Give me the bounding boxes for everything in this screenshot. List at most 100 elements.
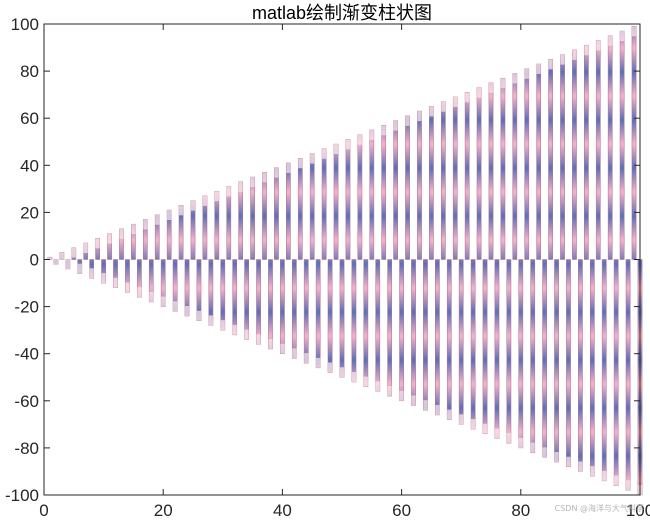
x-tick-label: 40 [273, 501, 292, 520]
bar-positive [274, 167, 279, 260]
bar-tip [167, 210, 172, 221]
bar-tip [494, 428, 500, 439]
bar-tip [304, 353, 309, 364]
bar-positive [464, 92, 470, 260]
bar-negative [268, 259, 273, 350]
y-tick-label: -100 [5, 486, 39, 505]
bar-positive [333, 143, 339, 260]
bar-tip [429, 106, 434, 117]
bar-tip [107, 233, 112, 244]
bar-negative [351, 259, 357, 383]
y-tick-label: 20 [20, 203, 39, 222]
bar-tip [322, 148, 327, 159]
bar-tip [620, 31, 625, 42]
bar-tip [566, 456, 571, 467]
bar-positive [286, 162, 291, 260]
bar-positive [250, 176, 255, 260]
bar-tip [536, 64, 541, 75]
bar-tip [298, 158, 303, 169]
bar-tip [250, 177, 255, 188]
bar-positive [405, 115, 410, 260]
bar-negative [542, 259, 547, 458]
bar-positive [619, 30, 625, 260]
bar-tip [596, 40, 601, 51]
bar-tip [423, 400, 428, 411]
y-tick-label: 0 [30, 251, 39, 270]
watermark-text: CSDN @海洋与大气科学 [554, 504, 644, 513]
bar-negative [482, 259, 488, 435]
bar-tip [310, 153, 315, 164]
bar-tip [131, 224, 136, 235]
bar-positive [524, 68, 530, 260]
bar-tip [262, 172, 267, 183]
bar-tip [411, 395, 416, 406]
bar-positive [536, 63, 542, 260]
bar-positive [214, 190, 220, 260]
bar-tip [542, 447, 547, 458]
bar-tip [178, 205, 184, 216]
bar-negative [399, 259, 404, 402]
bar-tip [548, 59, 553, 70]
bar-negative [435, 259, 440, 416]
bar-positive [357, 134, 363, 260]
y-tick-label: 40 [20, 156, 39, 175]
bar-tip [625, 480, 631, 491]
bar-tip [471, 419, 476, 430]
bar-positive [345, 139, 351, 260]
bar-tip [614, 475, 619, 486]
bar-positive [440, 101, 446, 260]
bar-tip [560, 54, 565, 65]
bar-tip [53, 259, 59, 265]
bar-tip [506, 433, 511, 444]
bar-tip [369, 129, 374, 140]
bar-tip [590, 466, 595, 477]
bar-negative [470, 259, 476, 430]
x-tick-label: 100 [626, 501, 650, 520]
y-tick-label: -40 [14, 345, 39, 364]
bar-tip [584, 45, 589, 56]
bar-tip [280, 343, 285, 354]
chart-title: matlab绘制渐变柱状图 [252, 3, 432, 23]
bar-tip [47, 257, 53, 260]
bar-tip [465, 92, 470, 103]
bar-negative [327, 259, 333, 373]
bar-tip [339, 367, 345, 378]
bar-tip [190, 200, 196, 211]
bar-tip [476, 87, 482, 98]
bar-tip [95, 238, 100, 249]
bar-negative [530, 259, 536, 453]
bar-tip [327, 362, 333, 373]
bar-positive [548, 59, 553, 260]
bar-negative [554, 259, 559, 463]
bar-positive [512, 73, 518, 260]
y-tick-label: -60 [14, 392, 39, 411]
bar-negative [625, 259, 631, 491]
bar-positive [631, 26, 637, 260]
bar-negative [303, 259, 309, 364]
bar-tip [453, 97, 458, 107]
bar-positive [393, 120, 398, 260]
bar-tip [608, 35, 613, 46]
bar-tip [77, 263, 82, 274]
bar-tip [602, 470, 607, 481]
bar-negative [601, 259, 607, 482]
bar-tip [417, 111, 422, 122]
bar-tip [393, 120, 398, 131]
bar-positive [584, 44, 589, 260]
bar-positive [297, 157, 303, 260]
bar-tip [333, 144, 339, 155]
x-tick-label: 20 [154, 501, 173, 520]
bar-tip [89, 268, 94, 279]
bar-negative [613, 259, 619, 486]
bar-negative [458, 259, 464, 425]
bar-tip [447, 409, 452, 420]
bar-tip [101, 273, 106, 284]
bar-negative [518, 259, 524, 449]
bar-tip [125, 282, 130, 293]
bar-tip [184, 306, 190, 317]
bar-tip [143, 219, 148, 230]
bar-positive [500, 77, 506, 260]
bar-tip [554, 452, 559, 463]
bar-tip [173, 301, 178, 312]
bar-tip [351, 371, 357, 382]
